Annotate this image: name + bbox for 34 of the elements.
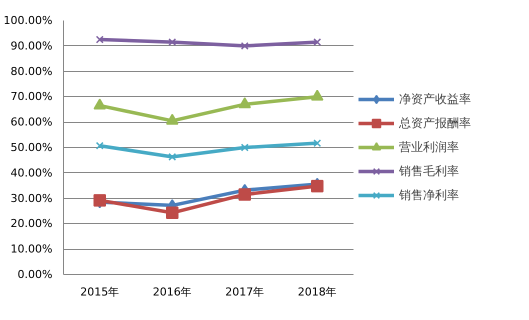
- legend-label: 营业利润率: [399, 138, 459, 156]
- x-tick-label: 2017年: [225, 286, 264, 298]
- x-tick-label: 2018年: [298, 286, 337, 298]
- point: [168, 152, 176, 161]
- y-tick-label: 40.00%: [10, 166, 53, 180]
- point: [313, 139, 322, 148]
- point: [311, 90, 324, 101]
- legend-label: 总资产报酬率: [399, 114, 471, 132]
- y-tick-label: 60.00%: [10, 116, 53, 129]
- y-tick-label: 90.00%: [10, 39, 53, 52]
- point: [240, 42, 249, 50]
- y-tick-label: 50.00%: [10, 141, 53, 154]
- point: [96, 36, 104, 44]
- y-tick-label: 0.00%: [18, 268, 53, 281]
- point: [96, 142, 104, 150]
- point: [313, 38, 322, 46]
- legend-label: 净资产收益率: [399, 90, 471, 108]
- y-tick-label: 20.00%: [10, 217, 53, 230]
- point: [238, 97, 251, 108]
- y-tick-label: 30.00%: [10, 192, 53, 205]
- point: [166, 206, 178, 220]
- y-tick-label: 80.00%: [10, 64, 53, 78]
- x-tick-label: 2016年: [152, 286, 192, 298]
- point: [240, 144, 249, 152]
- y-tick-label: 10.00%: [10, 242, 53, 256]
- legend-label: 销售净利率: [399, 186, 459, 204]
- point: [166, 114, 178, 125]
- y-tick-label: 100.00%: [4, 14, 53, 27]
- point: [94, 98, 106, 110]
- legend-label: 销售毛利率: [399, 162, 459, 180]
- point: [168, 38, 176, 46]
- y-tick-label: 70.00%: [10, 90, 53, 104]
- point: [238, 188, 251, 201]
- x-tick-label: 2015年: [80, 286, 120, 298]
